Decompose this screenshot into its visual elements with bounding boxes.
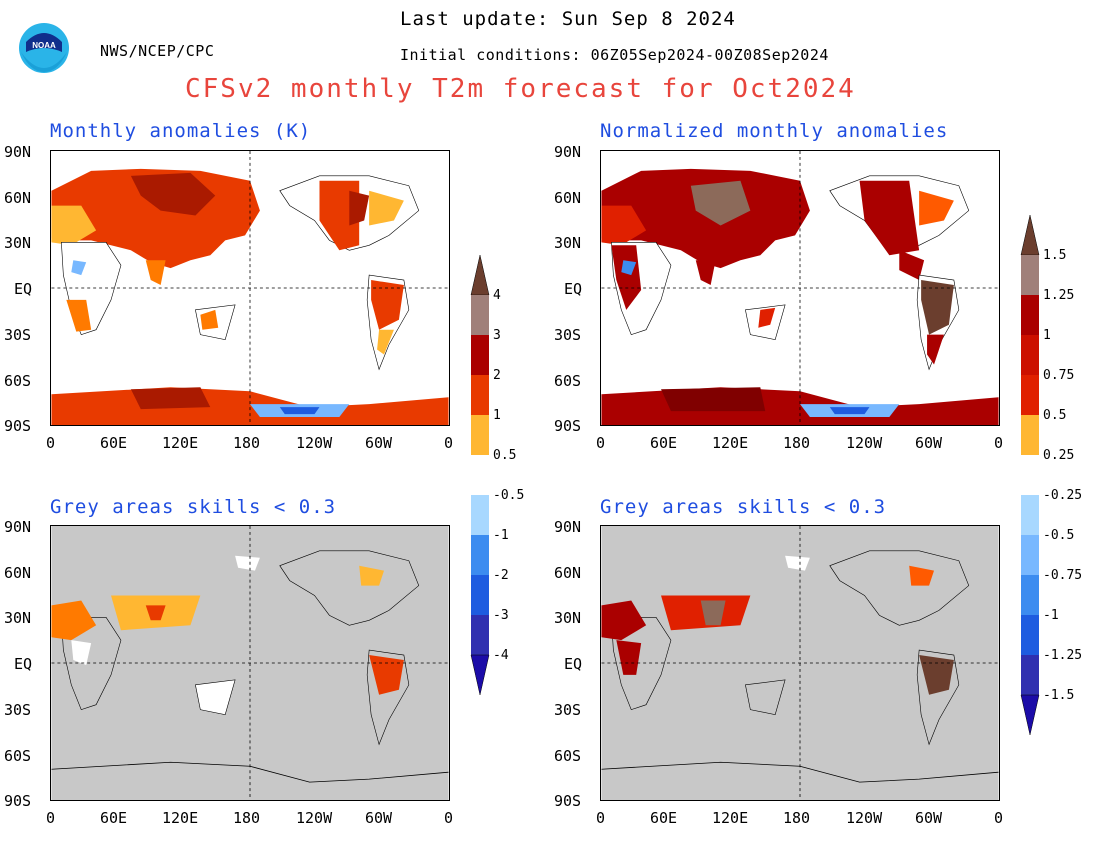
map-anom-skill-svg <box>51 526 449 800</box>
lon-label: 120E <box>712 809 749 827</box>
lat-label: 60N <box>554 564 582 582</box>
noaa-logo: NOAA <box>18 14 70 84</box>
initial-conditions: Initial conditions: 06Z05Sep2024-00Z08Se… <box>400 46 829 64</box>
page-title: CFSv2 monthly T2m forecast for Oct2024 <box>185 74 856 104</box>
lon-label: 120W <box>846 434 883 452</box>
colorbar-norm-label: 1.5 <box>1043 248 1067 263</box>
lon-label: 120W <box>296 434 333 452</box>
colorbar-norm-label: -1 <box>1043 608 1059 623</box>
colorbar-anom-label: 2 <box>493 368 501 383</box>
lat-label: 30N <box>4 609 32 627</box>
lat-label: 60S <box>554 747 582 765</box>
colorbar-norm <box>1020 215 1040 735</box>
lon-label: 180 <box>783 434 811 452</box>
lon-label: 60W <box>915 434 943 452</box>
lat-label: 30N <box>554 609 582 627</box>
lon-label: 120W <box>296 809 333 827</box>
lat-label: 90S <box>4 792 32 810</box>
lon-label: 180 <box>233 809 261 827</box>
colorbar-anom-label: -0.5 <box>493 488 525 503</box>
colorbar-norm-label: -1.25 <box>1043 648 1083 663</box>
colorbar-anom-label: 0.5 <box>493 448 517 463</box>
lon-label: 0 <box>994 809 1004 827</box>
lon-label: 0 <box>596 434 606 452</box>
lon-label: 0 <box>46 809 56 827</box>
lon-label: 60E <box>650 809 678 827</box>
colorbar-norm-label: -0.5 <box>1043 528 1075 543</box>
colorbar-anom-label: 1 <box>493 408 501 423</box>
panel-title-norm: Normalized monthly anomalies <box>600 120 949 142</box>
lon-label: 60W <box>365 809 393 827</box>
lon-label: 0 <box>46 434 56 452</box>
lat-label: 90S <box>4 417 32 435</box>
colorbar-norm-label: 1 <box>1043 328 1051 343</box>
agency-label: NWS/NCEP/CPC <box>100 42 215 60</box>
colorbar-norm-label: -0.25 <box>1043 488 1083 503</box>
lat-label: EQ <box>564 655 583 673</box>
colorbar-norm-label: -1.5 <box>1043 688 1075 703</box>
lat-label: 90S <box>554 792 582 810</box>
lat-label: 30S <box>4 326 32 344</box>
map-anom-svg <box>51 151 449 425</box>
lat-label: 60N <box>4 564 32 582</box>
colorbar-norm-label: 0.25 <box>1043 448 1075 463</box>
lat-label: 30N <box>4 234 32 252</box>
map-panel-norm-skill <box>600 525 1000 801</box>
colorbar-anom-label: -1 <box>493 528 509 543</box>
lon-label: 120E <box>162 434 199 452</box>
lat-label: EQ <box>14 655 33 673</box>
lon-label: 60W <box>915 809 943 827</box>
lat-label: 90N <box>4 518 32 536</box>
lat-label: 90N <box>4 143 32 161</box>
lon-label: 120E <box>162 809 199 827</box>
lat-label: 90S <box>554 417 582 435</box>
lat-label: 30S <box>554 326 582 344</box>
colorbar-anom-label: -4 <box>493 648 509 663</box>
lon-label: 60W <box>365 434 393 452</box>
lat-label: 30S <box>554 701 582 719</box>
map-norm-skill-svg <box>601 526 999 800</box>
lat-label: EQ <box>14 280 33 298</box>
colorbar-anom-label: -2 <box>493 568 509 583</box>
panel-title-anom-skill: Grey areas skills < 0.3 <box>50 496 337 518</box>
last-update: Last update: Sun Sep 8 2024 <box>400 8 736 30</box>
lon-label: 0 <box>444 434 454 452</box>
panel-title-anom: Monthly anomalies (K) <box>50 120 312 142</box>
lat-label: 90N <box>554 143 582 161</box>
panel-title-norm-skill: Grey areas skills < 0.3 <box>600 496 887 518</box>
map-panel-norm <box>600 150 1000 426</box>
map-panel-anom-skill <box>50 525 450 801</box>
colorbar-norm-label: 1.25 <box>1043 288 1075 303</box>
lon-label: 60E <box>650 434 678 452</box>
noaa-logo-text: NOAA <box>32 41 56 50</box>
lon-label: 60E <box>100 434 128 452</box>
lat-label: 60S <box>4 372 32 390</box>
map-panel-anom <box>50 150 450 426</box>
lat-label: 90N <box>554 518 582 536</box>
colorbar-anom <box>470 255 490 695</box>
lon-label: 180 <box>233 434 261 452</box>
colorbar-norm-label: 0.5 <box>1043 408 1067 423</box>
lon-label: 60E <box>100 809 128 827</box>
lon-label: 0 <box>444 809 454 827</box>
lon-label: 120E <box>712 434 749 452</box>
colorbar-norm-label: -0.75 <box>1043 568 1083 583</box>
lat-label: 60S <box>554 372 582 390</box>
lat-label: 30N <box>554 234 582 252</box>
lat-label: 60N <box>4 189 32 207</box>
lon-label: 120W <box>846 809 883 827</box>
lat-label: EQ <box>564 280 583 298</box>
colorbar-anom-label: -3 <box>493 608 509 623</box>
lon-label: 0 <box>994 434 1004 452</box>
lat-label: 60N <box>554 189 582 207</box>
lon-label: 180 <box>783 809 811 827</box>
colorbar-anom-label: 3 <box>493 328 501 343</box>
map-norm-svg <box>601 151 999 425</box>
lon-label: 0 <box>596 809 606 827</box>
lat-label: 30S <box>4 701 32 719</box>
colorbar-anom-label: 4 <box>493 288 501 303</box>
colorbar-norm-label: 0.75 <box>1043 368 1075 383</box>
lat-label: 60S <box>4 747 32 765</box>
